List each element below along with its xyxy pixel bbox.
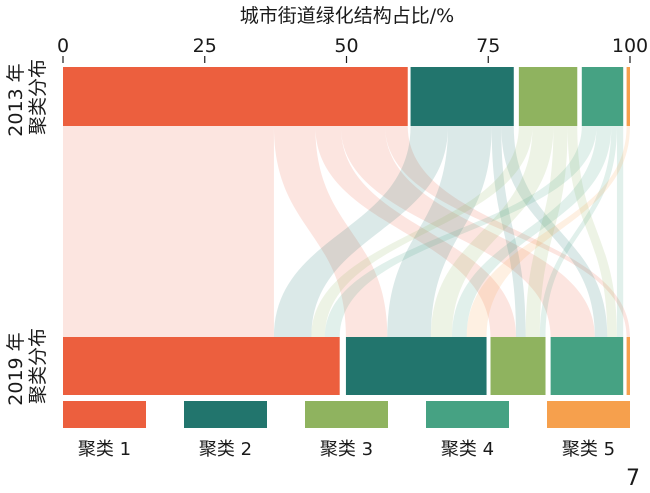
x-tick-label: 75 (476, 35, 500, 57)
legend-label-聚类-5: 聚类 5 (562, 439, 615, 460)
bar-2019-聚类-2 (345, 337, 487, 395)
bar-2019-聚类-3 (490, 337, 546, 395)
flow-聚类-3-to-聚类-2 (430, 126, 554, 337)
x-axis-title: 城市街道绿化结构占比/% (240, 5, 454, 27)
row-label-2019: 2019 年 聚类分布 (5, 326, 49, 405)
flow-聚类-1-to-聚类-5 (385, 126, 630, 337)
x-tick-label: 100 (612, 35, 648, 57)
legend-swatch-聚类-5 (547, 401, 630, 428)
bar-2013-聚类-1 (63, 67, 408, 126)
flow-聚类-4-to-聚类-2 (451, 126, 612, 337)
flow-聚类-3-to-聚类-3 (525, 126, 568, 337)
cluster-bars (63, 67, 630, 395)
flow-聚类-4-to-聚类-3 (539, 126, 617, 337)
flow-聚类-1-to-聚类-4 (340, 126, 595, 337)
legend-swatch-聚类-2 (184, 401, 267, 428)
bar-2019-聚类-1 (63, 337, 340, 395)
legend-label-聚类-4: 聚类 4 (441, 439, 494, 460)
bar-2013-聚类-3 (518, 67, 578, 126)
legend-label-聚类-1: 聚类 1 (78, 439, 131, 460)
flow-聚类-2-to-聚类-4 (501, 126, 608, 337)
flow-聚类-1-to-聚类-3 (315, 126, 517, 337)
bar-2013-聚类-2 (410, 67, 514, 126)
flow-聚类-3-to-聚类-1 (311, 126, 533, 337)
flow-聚类-4-to-聚类-4 (616, 126, 624, 337)
bar-2019-聚类-4 (550, 337, 624, 395)
flow-聚类-1-to-聚类-1 (63, 126, 274, 337)
flow-聚类-2-to-聚类-3 (491, 126, 526, 337)
bar-2019-聚类-5 (626, 337, 630, 395)
bar-2013-聚类-4 (581, 67, 624, 126)
flow-聚类-1-to-聚类-2 (273, 126, 388, 337)
legend-swatch-聚类-1 (63, 401, 146, 428)
legend-swatch-聚类-3 (305, 401, 388, 428)
flow-聚类-2-to-聚类-2 (387, 126, 492, 337)
legend-label-聚类-3: 聚类 3 (320, 439, 373, 460)
x-tick-label: 25 (193, 35, 217, 57)
flow-聚类-2-to-聚类-1 (273, 126, 448, 337)
legend-label-聚类-2: 聚类 2 (199, 439, 252, 460)
flow-聚类-3-to-聚类-4 (567, 126, 617, 337)
x-tick-label: 50 (334, 35, 358, 57)
legend: 聚类 1 聚类 2 聚类 3 聚类 4 聚类 5 (63, 401, 630, 460)
flow-聚类-5-to-聚类-2 (466, 126, 630, 337)
x-axis-ticks: 0 25 50 75 100 (57, 35, 648, 63)
flow-bands (63, 126, 630, 337)
x-tick-label: 0 (57, 35, 69, 57)
bar-2013-聚类-5 (626, 67, 630, 126)
row-label-2013: 2013 年 聚类分布 (5, 57, 49, 136)
page-number: 7 (626, 466, 640, 491)
flow-聚类-4-to-聚类-1 (324, 126, 597, 337)
legend-swatch-聚类-4 (426, 401, 509, 428)
